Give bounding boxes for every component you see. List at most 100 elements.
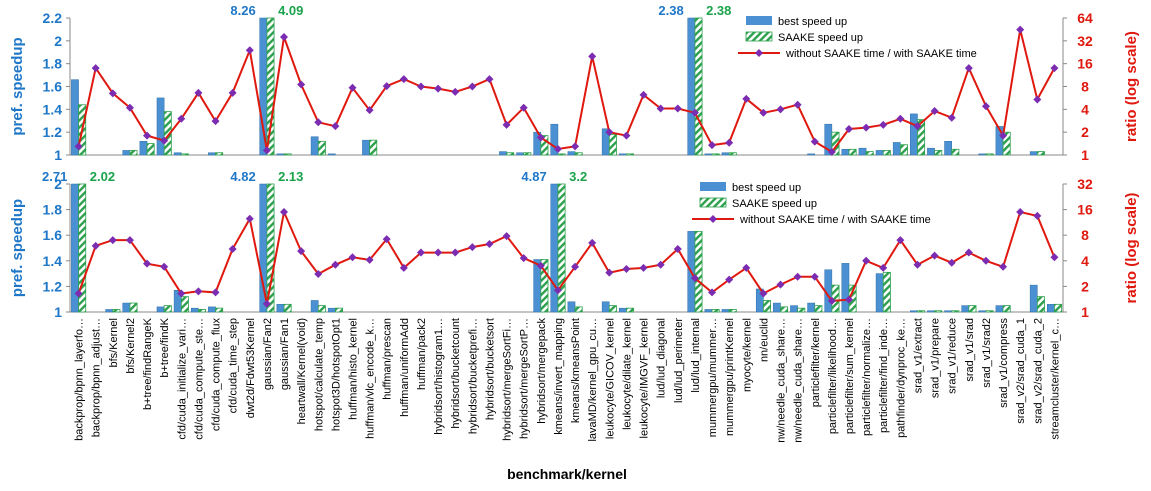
ratio-marker xyxy=(434,248,443,257)
ratio-marker xyxy=(519,254,528,263)
bar-value-label: 4.87 xyxy=(521,169,546,184)
x-tick-label: hybridsort/mergeSortP… xyxy=(519,318,531,439)
y2-tick-label: 64 xyxy=(1077,10,1093,26)
bar-saake xyxy=(951,310,960,313)
y-tick-label: 2 xyxy=(54,176,62,192)
bar-saake xyxy=(198,309,206,313)
ratio-marker xyxy=(125,103,134,112)
ratio-marker xyxy=(999,131,1008,140)
ratio-marker xyxy=(708,288,717,297)
bar-saake xyxy=(163,111,172,156)
bar-best xyxy=(276,304,285,313)
y2-tick-label: 32 xyxy=(1077,33,1093,49)
bar-best xyxy=(208,306,216,313)
ratio-marker xyxy=(964,64,973,73)
ratio-marker xyxy=(844,125,853,134)
ratio-marker xyxy=(280,207,289,216)
bar-best xyxy=(362,139,370,156)
ratio-marker xyxy=(536,261,545,270)
bar-saake xyxy=(180,296,189,313)
ratio-marker xyxy=(485,75,494,84)
x-tick-label: pathfinder/dynproc_ke… xyxy=(895,318,907,438)
x-tick-label: srad_v1/srad xyxy=(964,318,976,382)
bar-best xyxy=(122,150,131,156)
bar-best xyxy=(208,152,216,156)
x-tick-label: lavaMD/kernel_gpu_cu… xyxy=(587,318,599,442)
ratio-marker xyxy=(981,102,990,111)
x-tick-label: srad_v1/extract xyxy=(912,318,924,393)
bar-best xyxy=(618,307,627,313)
y2-tick-label: 32 xyxy=(1077,176,1093,192)
x-tick-label: particlefilter/normalize… xyxy=(861,318,873,436)
ratio-marker xyxy=(844,295,853,304)
bar-saake xyxy=(129,302,138,313)
ratio-marker xyxy=(896,236,905,245)
y-axis-title: pref. speedup xyxy=(9,199,26,297)
x-tick-label: particlefilter/sum_kernel xyxy=(844,318,856,434)
y2-tick-label: 4 xyxy=(1081,101,1089,117)
bar-saake xyxy=(574,152,583,156)
bar-best xyxy=(875,150,884,156)
bar-saake xyxy=(317,140,326,156)
x-tick-label: b+tree/findRangeK xyxy=(142,317,154,410)
ratio-marker xyxy=(930,251,939,260)
ratio-marker xyxy=(399,75,408,84)
ratio-marker xyxy=(810,272,819,281)
ratio-marker xyxy=(673,245,682,254)
bar-best xyxy=(790,305,798,313)
bar-value-label: 4.82 xyxy=(230,169,255,184)
ratio-marker xyxy=(331,122,340,131)
legend-best-swatch xyxy=(746,16,772,25)
bar-saake xyxy=(266,183,275,313)
x-tick-label: srad_v1/compress xyxy=(998,318,1010,408)
ratio-marker xyxy=(725,275,734,284)
bar-best xyxy=(1046,304,1055,313)
ratio-marker xyxy=(656,260,665,269)
bar-value-label: 3.2 xyxy=(569,169,587,184)
bar-value-label: 2.38 xyxy=(706,3,731,18)
ratio-marker xyxy=(211,288,220,297)
ratio-marker xyxy=(519,103,528,112)
bar-saake xyxy=(951,148,960,156)
legend-ratio-label: without SAAKE time / with SAAKE time xyxy=(739,214,931,226)
ratio-marker xyxy=(553,286,562,295)
bar-best xyxy=(550,123,559,156)
bar-best xyxy=(276,153,285,156)
x-tick-label: b+tree/findK xyxy=(159,317,171,377)
y-tick-label: 1.2 xyxy=(43,278,63,294)
ratio-marker xyxy=(690,274,699,283)
y2-axis-title: ratio (log scale) xyxy=(1123,31,1140,142)
bar-saake xyxy=(1002,305,1011,313)
ratio-marker xyxy=(964,248,973,257)
bar-saake xyxy=(968,305,977,313)
x-tick-label: lud/lud_perimeter xyxy=(673,318,685,403)
bar-best xyxy=(156,97,165,156)
bar-best xyxy=(704,153,713,156)
y-tick-label: 1.6 xyxy=(43,79,63,95)
bar-saake xyxy=(1036,151,1045,156)
ratio-marker xyxy=(999,262,1008,271)
ratio-marker xyxy=(536,133,545,142)
bar-saake xyxy=(985,153,994,156)
ratio-marker xyxy=(280,32,289,41)
ratio-marker xyxy=(947,113,956,122)
legend-saake-label: SAAKE speed up xyxy=(732,198,817,210)
ratio-marker xyxy=(742,94,751,103)
ratio-marker xyxy=(485,240,494,249)
ratio-marker xyxy=(571,142,580,151)
bar-saake xyxy=(899,144,908,156)
bar-saake xyxy=(882,150,891,156)
ratio-marker xyxy=(211,117,220,126)
y2-tick-label: 1 xyxy=(1081,147,1089,163)
x-tick-label: hybridsort/histogram1… xyxy=(433,318,445,435)
bar-best xyxy=(927,310,935,313)
bar-saake xyxy=(711,153,720,156)
ratio-marker xyxy=(725,138,734,147)
bar-saake xyxy=(780,306,789,313)
ratio-marker xyxy=(194,88,203,97)
ratio-marker xyxy=(588,52,597,61)
bar-saake xyxy=(78,183,87,313)
bar-saake xyxy=(112,309,121,313)
ratio-marker xyxy=(502,120,511,129)
